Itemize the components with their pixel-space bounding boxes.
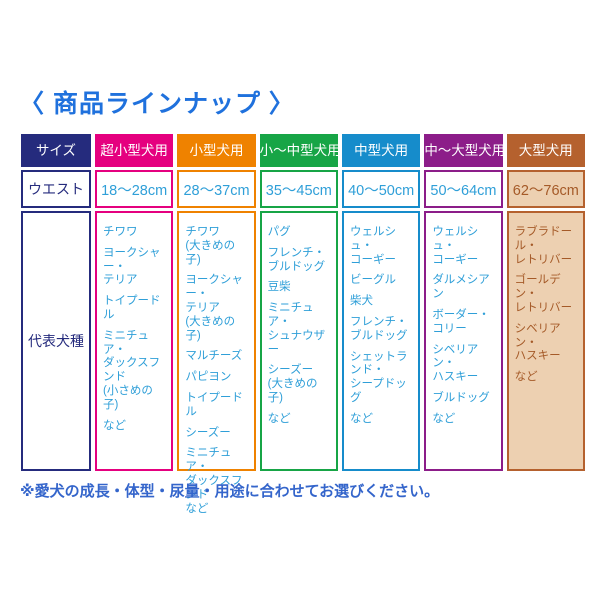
column-header-2: 小型犬用 [177, 134, 256, 167]
breed-item: ヨークシャー・ テリア [103, 246, 161, 287]
column-header-1: 超小型犬用 [95, 134, 174, 167]
table-header-row: サイズ 超小型犬用 小型犬用 小〜中型犬用 中型犬用 中〜大型犬用 大型犬用 [21, 134, 585, 167]
breed-item: 柴犬 [349, 295, 373, 308]
breed-item: など [349, 412, 373, 425]
page-title: 〈 商品ラインナップ 〉 [19, 90, 295, 118]
table-breeds-row: 代表犬種 チワワ ヨークシャー・ テリア トイプードル ミニチュア・ ダックスフンド … [21, 211, 585, 515]
breed-item: シェットランド・ シープドッグ [349, 350, 408, 404]
breed-item: チワワ [103, 226, 138, 238]
column-header-3: 小〜中型犬用 [259, 134, 338, 167]
breed-item: フレンチ・ ブルドッグ [267, 246, 326, 273]
breed-item: など [514, 371, 538, 384]
column-header-5: 中〜大型犬用 [424, 134, 503, 167]
waist-value-6: 62〜76cm [506, 170, 585, 208]
breed-item: トイプードル [185, 391, 243, 418]
product-lineup-table: サイズ 超小型犬用 小型犬用 小〜中型犬用 中型犬用 中〜大型犬用 大型犬用 ウエスト 1… [21, 134, 585, 515]
breeds-list-6: ラブラドール・ レトリバー ゴールデン・ レトリバー シベリアン・ ハスキーなど [506, 211, 585, 471]
breed-item: トイプードル [103, 295, 161, 321]
breed-item: 豆柴 [267, 281, 291, 294]
waist-row-header: ウエスト [21, 170, 91, 208]
breeds-list-2: チワワ (大きめの子) ヨークシャー・ テリア (大きめの子) マルチーズパピヨント… [177, 211, 256, 515]
breed-item: ラブラドール・ レトリバー [514, 226, 573, 266]
breed-item: チワワ (大きめの子) [185, 226, 236, 266]
column-header-6: 大型犬用 [506, 134, 585, 167]
breed-item: ゴールデン・ レトリバー [514, 274, 573, 314]
selection-footnote: ※愛犬の成長・体型・尿量・用途に合わせてお選びください。 [20, 483, 440, 500]
waist-value-2: 28〜37cm [177, 170, 256, 208]
breed-item: シベリアン・ ハスキー [514, 322, 561, 363]
breed-item: ボーダー・ コリー [432, 308, 490, 335]
breeds-list-3: パグフレンチ・ ブルドッグ豆柴ミニチュア・ シュナウザーシーズー (大きめの子)… [259, 211, 338, 471]
breed-item: など [432, 412, 456, 425]
waist-value-5: 50〜64cm [424, 170, 503, 208]
breed-item: シーズー (大きめの子) [267, 364, 318, 404]
breeds-list-5: ウェルシュ・ コーギーダルメシアン ボーダー・ コリーシベリアン・ ハスキーブルド… [424, 211, 503, 471]
column-header-4: 中型犬用 [341, 134, 421, 167]
breed-item: など [103, 419, 126, 432]
breeds-list-1: チワワヨークシャー・ テリアトイプードルミニチュア・ ダックスフンド (小さめの… [95, 211, 174, 471]
breed-item: ウェルシュ・ コーギー [349, 226, 396, 266]
waist-value-3: 35〜45cm [259, 170, 338, 208]
breed-item: ウェルシュ・ コーギー [432, 226, 479, 266]
table-waist-row: ウエスト 18〜28cm 28〜37cm 35〜45cm 40〜50cm 50〜64cm… [21, 170, 585, 208]
breed-item: シーズー [185, 426, 231, 439]
breeds-row-header: 代表犬種 [21, 211, 91, 471]
waist-value-4: 40〜50cm [341, 170, 421, 208]
breed-item: シベリアン・ ハスキー [432, 343, 479, 384]
breed-item: パピヨン [185, 371, 232, 384]
breeds-list-4: ウェルシュ・ コーギービーグル柴犬フレンチ・ ブルドッグシェットランド・ シープ… [341, 211, 421, 471]
breed-item: ブルドッグ [432, 391, 490, 404]
waist-value-1: 18〜28cm [95, 170, 174, 208]
breed-item: フレンチ・ ブルドッグ [349, 315, 408, 342]
breed-item: ミニチュア・ ダックスフンド など [185, 447, 243, 515]
breed-item: ミニチュア・ シュナウザー [267, 302, 326, 356]
breed-item: パグ [267, 226, 291, 238]
breed-item: ヨークシャー・ テリア (大きめの子) [185, 274, 243, 342]
breed-item: マルチーズ [185, 350, 243, 363]
breed-item: ビーグル [349, 274, 396, 287]
breed-item: など [267, 412, 291, 425]
size-column-header: サイズ [21, 134, 91, 167]
breed-item: ダルメシアン [432, 274, 490, 301]
breed-item: ミニチュア・ ダックスフンド (小さめの子) [103, 329, 161, 411]
